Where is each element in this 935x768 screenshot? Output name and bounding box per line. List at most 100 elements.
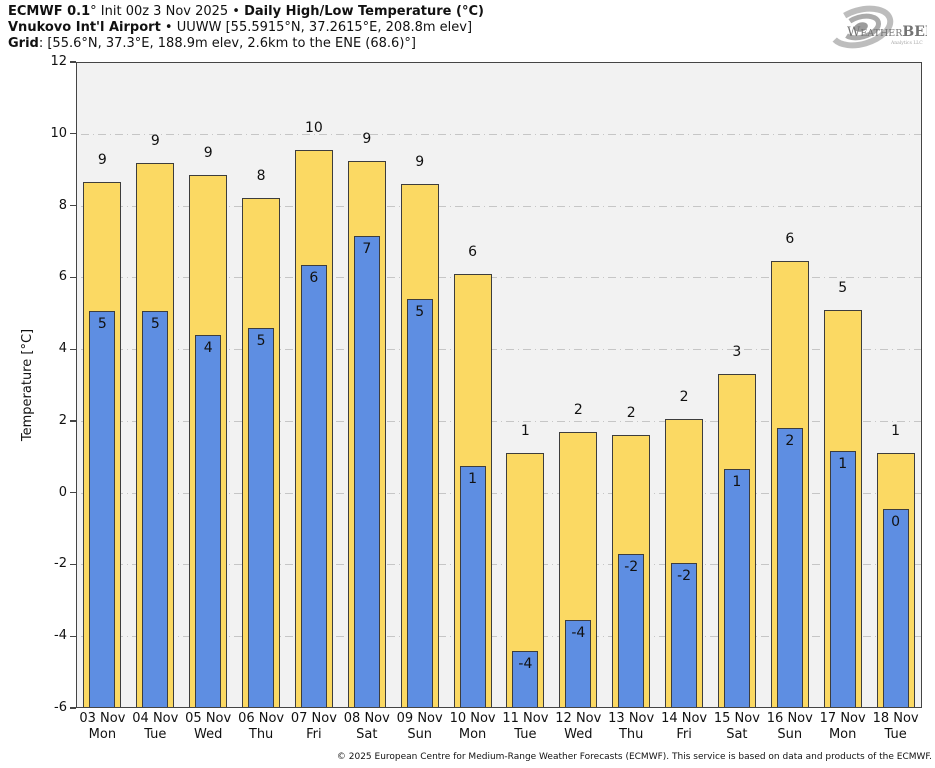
high-value-label: 5: [838, 279, 848, 296]
gridline: [76, 564, 922, 566]
low-bar: 4: [195, 334, 222, 708]
y-tick-label: 4: [58, 341, 67, 357]
high-value-label: 9: [415, 154, 425, 170]
x-tick-weekday: Thu: [618, 727, 644, 742]
high-value-label: 2: [626, 405, 636, 422]
low-value-label: 2: [785, 433, 795, 450]
low-value-label: 7: [362, 241, 372, 258]
model-name: ECMWF 0.1: [8, 4, 91, 19]
high-value-label: 3: [732, 344, 742, 361]
low-bar: -4: [565, 620, 592, 708]
low-bar: -2: [618, 553, 645, 708]
low-value-label: 1: [468, 470, 478, 487]
y-tick-label: 2: [58, 412, 67, 428]
x-tick-date: 15 Nov: [713, 711, 760, 726]
hurricane-swirl-icon: [828, 5, 894, 49]
low-value-label: -2: [624, 558, 639, 575]
station-meta: • UUWW [55.5915°N, 37.2615°E, 208.8m ele…: [160, 20, 473, 35]
gridline: [76, 133, 922, 135]
y-tick-mark: [70, 707, 76, 709]
high-value-label: 6: [468, 243, 478, 260]
x-tick-weekday: Thu: [248, 727, 274, 742]
y-tick-mark: [70, 276, 76, 278]
low-value-label: 5: [415, 303, 425, 320]
low-bar: 5: [142, 311, 169, 708]
low-value-label: 4: [203, 339, 213, 356]
low-bar: -2: [671, 562, 698, 708]
y-axis-title: Temperature [°C]: [20, 328, 35, 442]
y-tick-label: -2: [54, 556, 67, 572]
x-tick-date: 16 Nov: [766, 711, 813, 726]
x-tick-weekday: Sat: [726, 727, 748, 742]
y-tick-label: 6: [58, 269, 67, 285]
low-value-label: 6: [309, 269, 319, 286]
low-value-label: 5: [97, 316, 107, 333]
x-tick-date: 11 Nov: [502, 711, 549, 726]
low-value-label: -4: [571, 625, 586, 642]
x-tick-weekday: Sat: [356, 727, 378, 742]
x-tick-weekday: Fri: [676, 727, 692, 742]
y-tick-label: -6: [54, 700, 67, 715]
x-tick-date: 03 Nov: [79, 711, 126, 726]
high-value-label: 9: [150, 132, 160, 149]
high-value-label: 6: [785, 231, 795, 248]
low-value-label: 0: [891, 513, 901, 530]
high-value-label: 9: [362, 130, 372, 147]
y-tick-mark: [70, 563, 76, 566]
low-bar: 1: [829, 451, 856, 708]
low-bar: 5: [406, 298, 433, 708]
plot-area: 9 5 9 5 9 4 8 5 10 6 9 7 9 5 6 1 1 -4 2 -4 2 -2 2 -2 3 1 6 2 5 1 1 0: [76, 62, 922, 709]
x-tick-weekday: Wed: [564, 727, 593, 742]
low-bar: 6: [300, 264, 327, 708]
x-tick-date: 13 Nov: [608, 711, 655, 726]
x-tick-date: 12 Nov: [555, 711, 602, 726]
x-tick-weekday: Mon: [88, 727, 117, 742]
high-value-label: 2: [573, 401, 583, 418]
chart-header: ECMWF 0.1° Init 00z 3 Nov 2025 • Daily H…: [8, 4, 484, 52]
low-bar: -4: [512, 650, 539, 708]
gridline: [76, 636, 922, 638]
low-value-label: 5: [150, 316, 160, 333]
gridline: [76, 420, 922, 422]
y-tick-mark: [70, 205, 76, 207]
y-tick-mark: [70, 133, 76, 135]
x-tick-weekday: Sun: [407, 727, 433, 742]
low-value-label: 5: [256, 332, 266, 349]
x-tick-date: 14 Nov: [661, 711, 708, 726]
x-tick-date: 06 Nov: [238, 711, 285, 726]
title-line-3: Grid: [55.6°N, 37.3°E, 188.9m elev, 2.6k…: [8, 36, 484, 52]
x-tick-weekday: Mon: [458, 727, 487, 742]
low-bar: 2: [776, 428, 803, 708]
gridline: [76, 492, 922, 494]
x-tick-weekday: Tue: [884, 727, 907, 742]
x-tick-date: 05 Nov: [185, 711, 232, 726]
y-tick-mark: [70, 61, 76, 63]
copyright-notice: © 2025 European Centre for Medium-Range …: [336, 752, 932, 762]
low-value-label: 1: [838, 456, 848, 473]
low-bar: 7: [353, 236, 380, 708]
x-tick-weekday: Tue: [144, 727, 167, 742]
low-value-label: -2: [677, 567, 692, 584]
x-tick-weekday: Tue: [514, 727, 537, 742]
low-value-label: 1: [732, 474, 742, 491]
y-tick-label: 12: [50, 54, 67, 69]
x-tick-date: 07 Nov: [290, 711, 337, 726]
low-bar: 1: [723, 469, 750, 708]
gridline: [76, 349, 922, 351]
station-name: Vnukovo Int'l Airport: [8, 20, 161, 35]
y-tick-label: 10: [50, 125, 67, 141]
low-bar: 5: [248, 327, 275, 708]
title-line-2: Vnukovo Int'l Airport • UUWW [55.5915°N,…: [8, 20, 484, 36]
x-tick-weekday: Mon: [828, 727, 857, 742]
gridline: [76, 277, 922, 279]
high-value-label: 1: [891, 423, 901, 440]
logo-wordmark: WEATHERBELL: [847, 24, 927, 40]
low-bar: 0: [882, 508, 909, 708]
gridline: [76, 205, 922, 207]
high-value-label: 10: [304, 119, 323, 136]
y-tick-label: -4: [54, 628, 67, 644]
init-time: ° Init 00z 3 Nov 2025 •: [90, 4, 245, 19]
x-tick-date: 09 Nov: [396, 711, 443, 726]
high-value-label: 1: [520, 423, 530, 440]
